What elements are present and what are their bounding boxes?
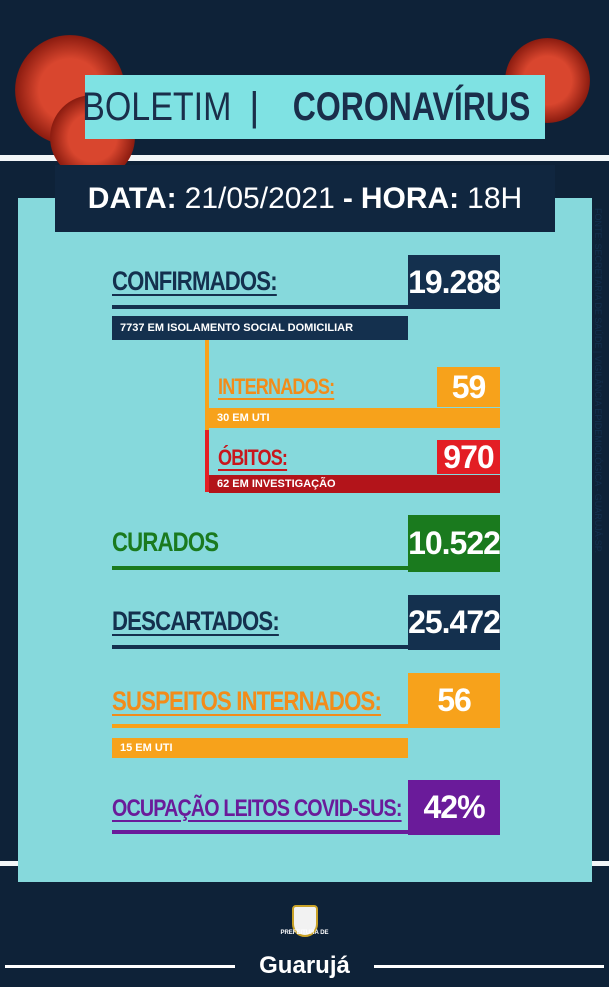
date-label: DATA: — [88, 182, 177, 216]
note: 30 EM UTI — [209, 408, 500, 428]
underline — [112, 830, 408, 834]
value: 970 — [437, 440, 500, 474]
footer-prefix: PREFEITURA DE — [0, 930, 609, 936]
underline — [112, 645, 408, 649]
value: 25.472 — [408, 595, 500, 650]
value: 19.288 — [408, 255, 500, 309]
title-light: BOLETIM — [83, 85, 232, 130]
separator: - — [343, 182, 353, 216]
note: 15 EM UTI — [112, 738, 408, 758]
label: DESCARTADOS: — [112, 606, 279, 637]
footer-line — [5, 965, 235, 968]
label: SUSPEITOS INTERNADOS: — [112, 686, 381, 717]
label: CURADOS — [112, 527, 218, 558]
label: CONFIRMADOS: — [112, 266, 277, 297]
time: 18H — [467, 182, 522, 216]
label: OCUPAÇÃO LEITOS COVID-SUS: — [112, 795, 402, 823]
label: INTERNADOS: — [218, 374, 334, 400]
value: 56 — [408, 673, 500, 728]
date: 21/05/2021 — [185, 182, 335, 216]
title-box: BOLETIM|CORONAVÍRUS — [85, 75, 545, 139]
note: 7737 EM ISOLAMENTO SOCIAL DOMICILIAR — [112, 316, 408, 340]
date-box: DATA:21/05/2021-HORA:18H — [55, 165, 555, 232]
value: 59 — [437, 367, 500, 407]
footer-line — [374, 965, 604, 968]
source: FONTE: SECRETARIA DE SAÚDE | VIGILÂNCIA … — [593, 208, 603, 728]
underline — [112, 305, 408, 309]
underline — [112, 566, 408, 570]
note: 62 EM INVESTIGAÇÃO — [209, 475, 500, 493]
label: ÓBITOS: — [218, 445, 287, 471]
value: 10.522 — [408, 515, 500, 572]
infographic: BOLETIM|CORONAVÍRUS DATA:21/05/2021-HORA… — [0, 0, 609, 987]
time-label: HORA: — [361, 182, 459, 216]
value: 42% — [408, 780, 500, 835]
panel — [18, 198, 592, 882]
title-bold: CORONAVÍRUS — [293, 85, 531, 130]
underline — [112, 724, 408, 728]
